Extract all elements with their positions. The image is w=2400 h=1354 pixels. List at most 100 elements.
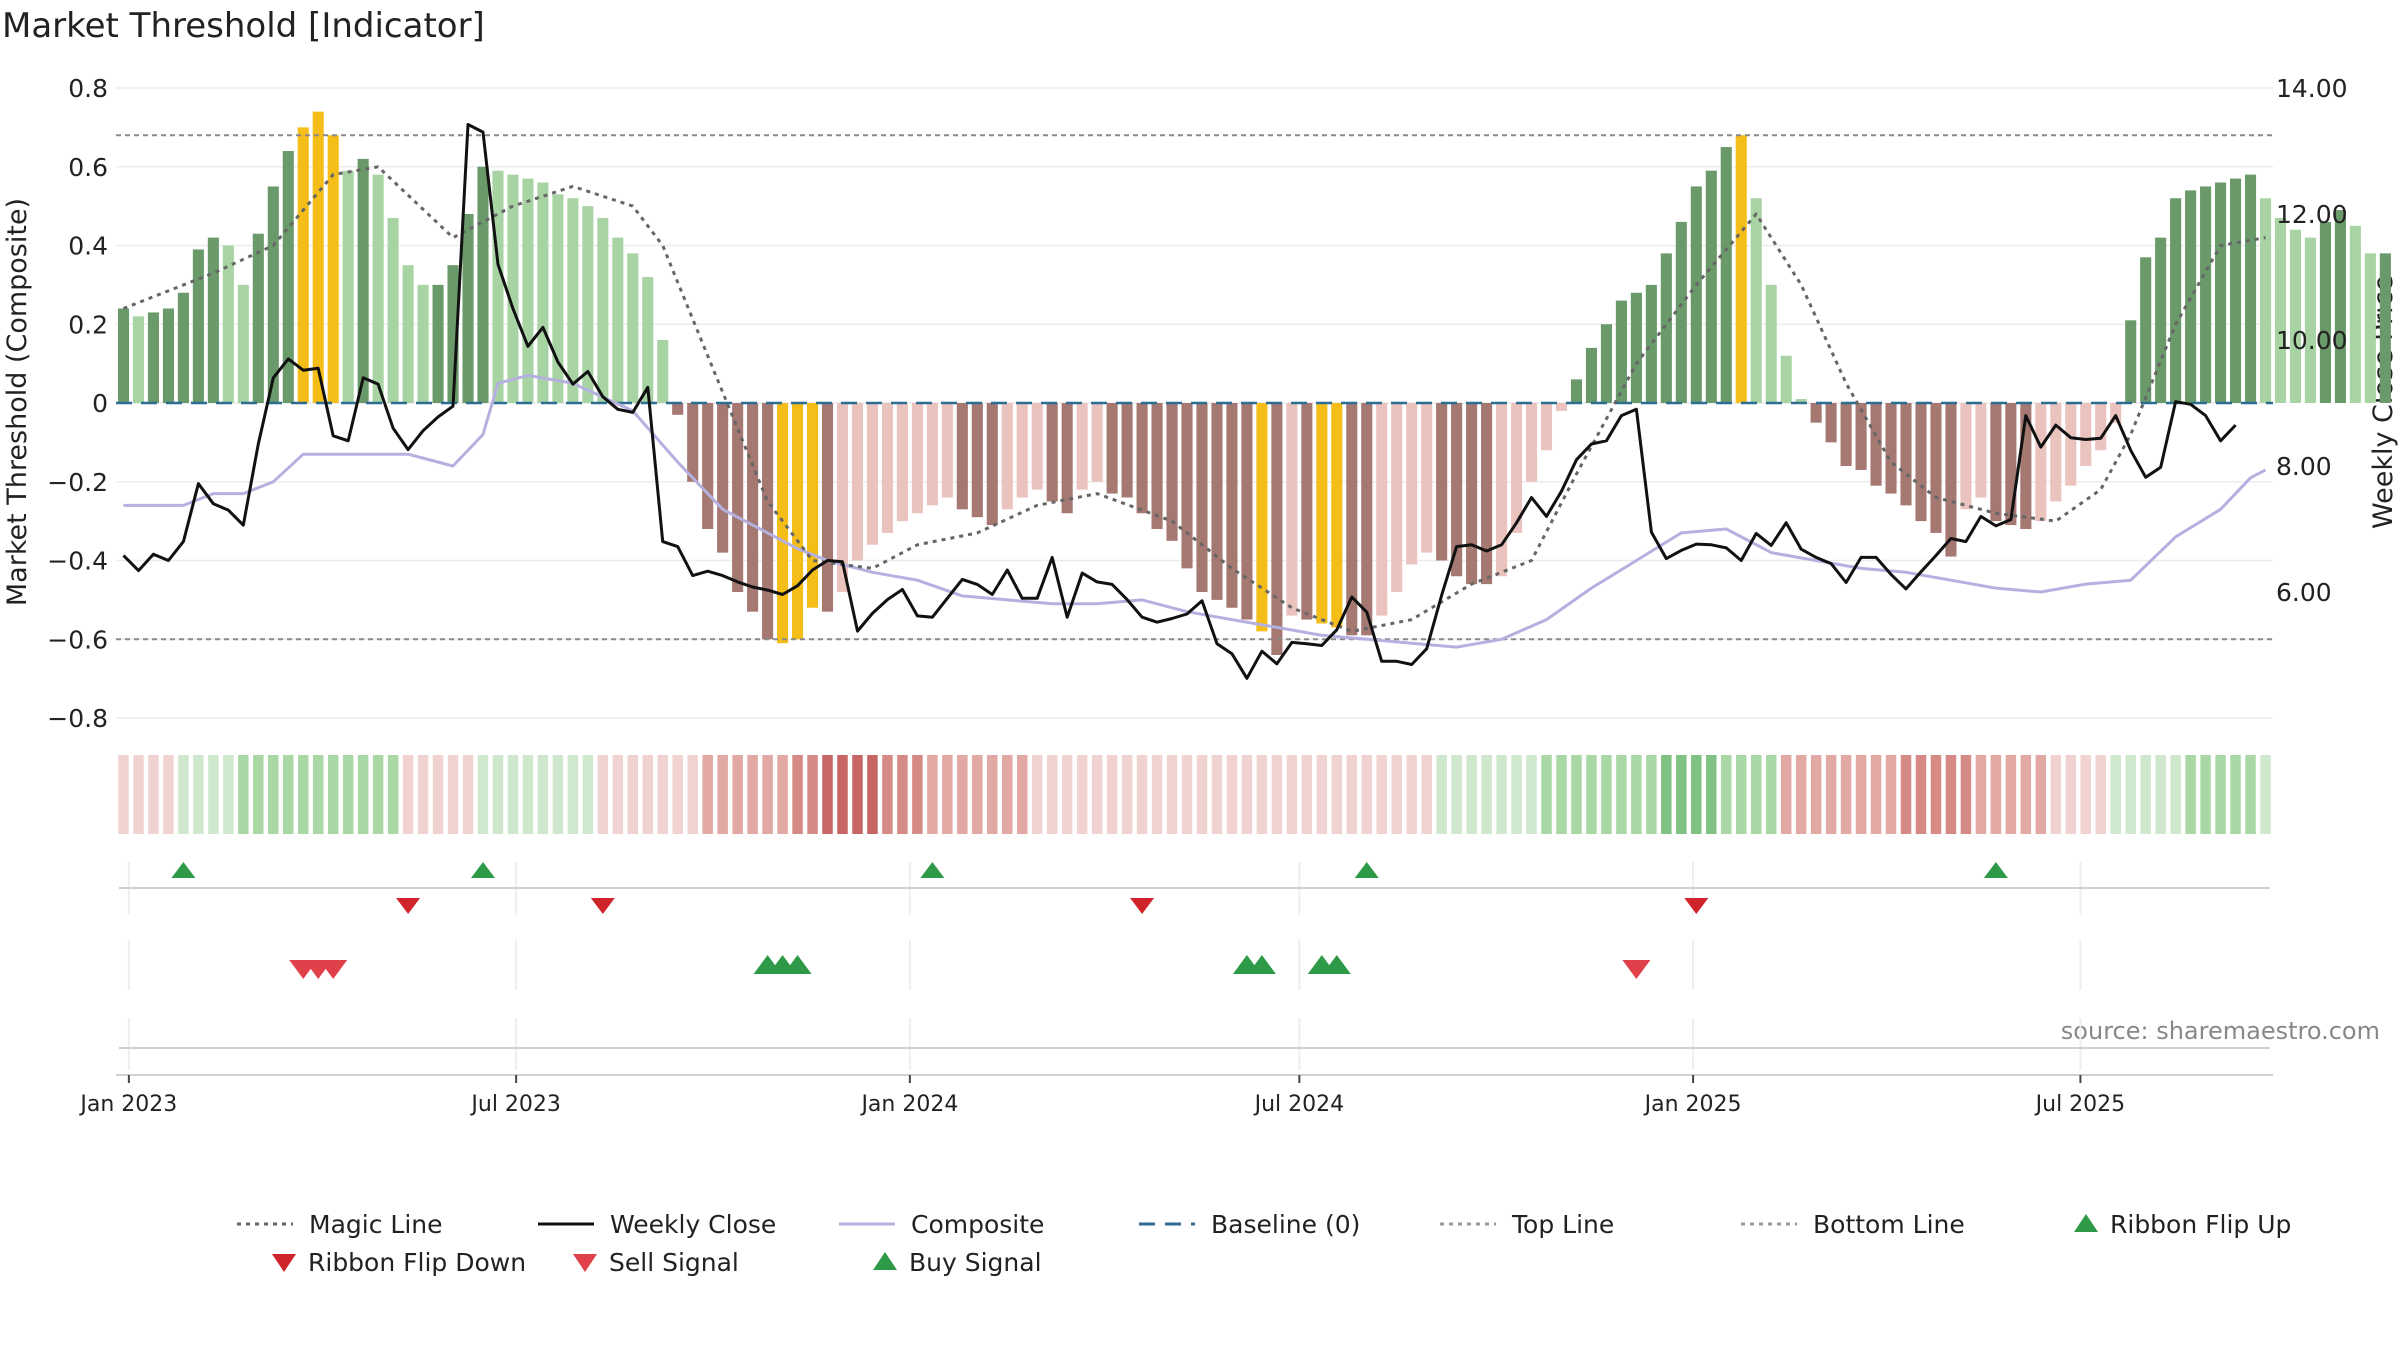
- ribbon-cell: [657, 755, 668, 834]
- legend-item: Sell Signal: [573, 1248, 739, 1277]
- threshold-bar: [192, 249, 204, 403]
- ribbon-cell: [642, 755, 654, 834]
- threshold-bar: [2050, 403, 2062, 502]
- ribbon-cell: [1031, 755, 1043, 834]
- ribbon-cell: [1691, 755, 1702, 834]
- ribbon-cell: [1436, 755, 1447, 834]
- threshold-bar: [612, 237, 624, 403]
- threshold-bar: [1106, 403, 1118, 494]
- grid-layer: [116, 87, 2273, 1070]
- threshold-bar: [1166, 403, 1178, 541]
- threshold-bar: [162, 308, 174, 403]
- threshold-bar: [1570, 379, 1583, 403]
- threshold-bar: [2230, 178, 2242, 403]
- ribbon-cell: [1241, 755, 1253, 834]
- threshold-bar: [1301, 403, 1313, 620]
- ribbon-cell: [1481, 755, 1492, 834]
- ribbon-cell: [462, 755, 474, 834]
- threshold-bar: [2259, 198, 2272, 403]
- ribbon-cell: [1211, 755, 1223, 834]
- threshold-bar: [1181, 403, 1193, 569]
- ribbon-cell: [357, 755, 369, 834]
- threshold-bar: [432, 284, 444, 403]
- ribbon-flip-down-marker: [396, 898, 421, 914]
- ribbon-cell: [807, 755, 818, 834]
- threshold-bar: [1061, 403, 1073, 514]
- ribbon-cell: [1106, 755, 1118, 834]
- threshold-bar: [1361, 403, 1373, 636]
- threshold-bar: [297, 127, 309, 403]
- threshold-bar: [1765, 284, 1777, 403]
- legend-item: Ribbon Flip Down: [272, 1248, 526, 1277]
- threshold-bar: [627, 253, 639, 403]
- ribbon-cell: [238, 755, 249, 834]
- ribbon-cell: [1451, 755, 1462, 834]
- ribbon-cell: [1421, 755, 1432, 834]
- ribbon-cell: [1975, 755, 1987, 834]
- threshold-bar: [1645, 284, 1657, 403]
- ribbon-cell: [912, 755, 923, 834]
- legend-label: Magic Line: [309, 1210, 443, 1239]
- ribbon-cell: [2215, 755, 2226, 834]
- ribbon-cell: [2185, 755, 2196, 834]
- ribbon-cell: [762, 755, 773, 834]
- threshold-bar: [507, 174, 519, 403]
- ribbon-cell: [1496, 755, 1507, 834]
- ribbon-cell: [1406, 755, 1417, 834]
- legend-label: Sell Signal: [609, 1248, 739, 1277]
- legend-item: Magic Line: [237, 1210, 443, 1239]
- threshold-bar: [717, 403, 729, 553]
- chart-title: Market Threshold [Indicator]: [2, 6, 485, 46]
- threshold-bar: [207, 237, 219, 403]
- threshold-bar: [956, 403, 968, 510]
- ribbon-cell: [1316, 755, 1328, 834]
- threshold-bar: [1481, 403, 1493, 585]
- axes-layer: 0.8 0.6 0.4 0.2 0 −0.2 −0.4 −0.6 −0.8 14.00 12.00 1…: [47, 74, 2347, 1117]
- legend-label: Ribbon Flip Up: [2110, 1210, 2291, 1239]
- composite-line: [123, 373, 2267, 649]
- threshold-bar: [2379, 253, 2391, 403]
- threshold-bar: [941, 403, 953, 498]
- x-tick-label: Jul 2024: [1253, 1092, 1345, 1117]
- ribbon-cell: [148, 755, 159, 834]
- legend-swatch: [2074, 1214, 2098, 1232]
- legend-label: Composite: [911, 1210, 1044, 1239]
- ribbon-cell: [2155, 755, 2166, 834]
- threshold-bar: [1675, 221, 1687, 403]
- ribbon-flip-up-marker: [1354, 862, 1379, 878]
- ribbon-cell: [193, 755, 204, 834]
- ribbon-cell: [208, 755, 219, 834]
- threshold-bar: [1585, 347, 1597, 403]
- ribbon-cell: [1810, 755, 1822, 834]
- threshold-bar: [1840, 403, 1852, 466]
- ribbon-flip-down-marker: [1684, 898, 1709, 914]
- ribbon-cell: [178, 755, 189, 834]
- ribbon-cell: [552, 755, 564, 834]
- threshold-bar: [2080, 403, 2092, 466]
- threshold-bar: [1660, 253, 1672, 403]
- threshold-bar: [372, 174, 384, 403]
- ribbon-cell: [1121, 755, 1133, 834]
- threshold-bar: [1960, 403, 1972, 510]
- threshold-bar: [1870, 403, 1882, 486]
- ribbon-cell: [732, 755, 743, 834]
- ribbon-cell: [2110, 755, 2121, 834]
- ribbon-cell: [2005, 755, 2017, 834]
- threshold-bar: [2215, 182, 2227, 403]
- ribbon-cell: [1346, 755, 1358, 834]
- ribbon-cell: [1840, 755, 1852, 834]
- threshold-bar: [1211, 403, 1223, 600]
- threshold-bar: [1136, 403, 1148, 514]
- threshold-bar: [1855, 403, 1867, 470]
- threshold-bar: [222, 245, 234, 403]
- threshold-bar: [327, 135, 339, 403]
- threshold-bar: [117, 308, 130, 403]
- threshold-bar: [642, 277, 654, 403]
- buy-signal-marker: [1247, 955, 1276, 974]
- threshold-bar: [1346, 403, 1358, 636]
- ribbon-cell: [1765, 755, 1777, 834]
- legend-item: Top Line: [1440, 1210, 1614, 1239]
- magic-line: [122, 165, 2266, 633]
- threshold-bar: [417, 284, 429, 403]
- sell-signal-marker: [319, 960, 348, 979]
